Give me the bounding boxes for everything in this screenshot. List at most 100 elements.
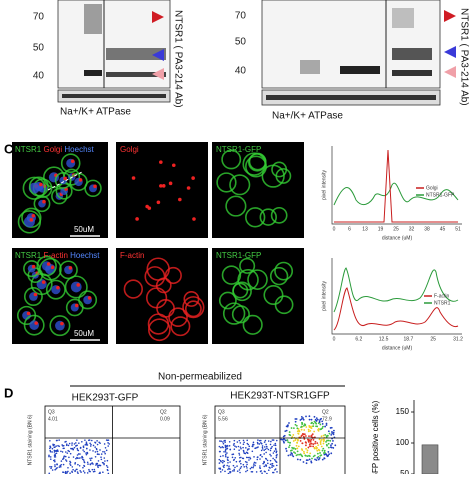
event [55,452,58,455]
cell [245,207,266,228]
event [92,450,94,452]
event [76,454,79,456]
event [303,438,306,440]
cell [21,207,42,228]
x-tick-label: 32 [409,226,415,232]
x-tick-label: 6.2 [355,336,362,342]
profile-curve [333,182,459,206]
event [223,450,225,453]
event [89,449,91,451]
event [79,446,82,449]
event [220,440,223,443]
cell [23,260,41,278]
event [325,441,327,443]
event [306,455,309,458]
event [310,418,313,421]
event [238,439,241,442]
event [64,451,67,453]
nucleus [55,320,65,331]
event [227,459,229,462]
event [316,418,319,421]
band [266,95,436,100]
event [98,453,100,456]
event [319,443,322,445]
event [269,443,272,446]
golgi [171,163,176,168]
event [256,458,259,461]
event [234,466,236,469]
cell [51,187,68,205]
event [82,445,85,448]
event [49,465,51,468]
quadrant: Q2 [160,409,167,415]
event [312,445,315,448]
event [104,460,106,462]
event [218,467,220,470]
event [85,441,88,443]
event [69,452,72,455]
event [76,457,79,460]
label-ntsr1: NTSR1 [15,251,42,260]
event [310,422,313,425]
event [310,460,313,463]
event [96,462,99,465]
axes [331,258,462,335]
event [310,461,313,464]
event [94,442,97,444]
image-label: NTSR1-GFP [216,145,261,154]
event [254,447,256,450]
event [242,446,244,449]
golgi [34,321,38,325]
event [264,439,267,442]
event [289,449,292,452]
event [222,442,225,445]
event [307,430,310,433]
quadrant: Q3 [218,409,225,415]
event [89,463,92,466]
event [58,445,60,448]
event [313,454,316,457]
event [306,459,309,462]
event [270,440,272,443]
event [75,445,77,447]
event [77,453,80,455]
golgi [161,184,166,188]
cell [184,300,202,318]
event [299,458,302,461]
golgi [31,264,36,269]
event [236,441,239,443]
event [221,469,224,471]
golgi [156,200,161,205]
event [275,439,278,442]
event [48,455,50,458]
cell [216,172,237,193]
event [247,456,250,459]
arrow [152,11,164,23]
event [70,447,73,450]
event [316,449,319,452]
event [312,425,315,428]
event [54,446,56,449]
event [319,428,322,431]
event [58,466,61,468]
event [246,449,249,451]
event [54,465,56,468]
event [234,456,237,459]
event [245,465,248,468]
event [308,418,311,421]
event [272,471,275,474]
cell [271,161,288,178]
event [265,445,268,448]
event [69,463,71,465]
event [310,426,312,429]
event [245,447,247,449]
x-label: distance (uM) [382,345,413,351]
event [327,439,330,442]
event [220,460,222,463]
event [318,457,321,459]
event [229,461,231,463]
cell [183,291,200,307]
event [285,429,288,432]
legend-label: Golgi [426,185,438,191]
